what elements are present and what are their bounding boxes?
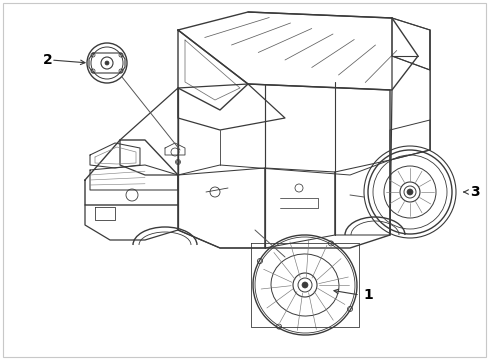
Text: 1: 1 bbox=[362, 288, 372, 302]
Circle shape bbox=[406, 189, 412, 195]
Text: 3: 3 bbox=[469, 185, 479, 199]
Text: 2: 2 bbox=[43, 53, 53, 67]
Circle shape bbox=[302, 282, 307, 288]
Circle shape bbox=[105, 61, 109, 65]
